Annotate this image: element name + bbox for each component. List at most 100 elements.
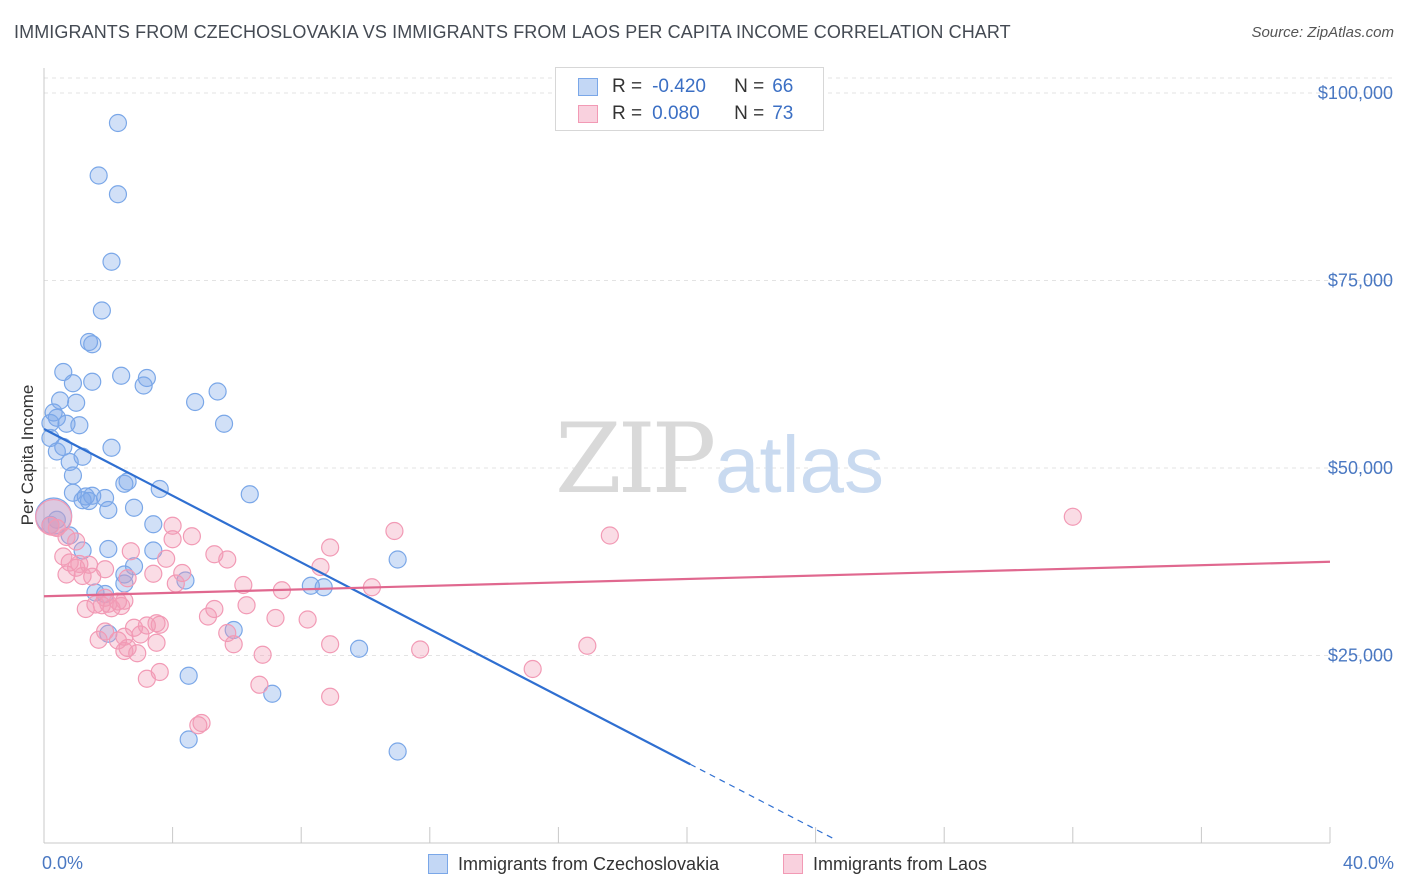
point-laos: [163, 530, 182, 549]
point-laos: [321, 687, 340, 706]
point-laos: [73, 566, 92, 586]
point-czechoslovakia: [63, 374, 83, 393]
point-laos: [192, 713, 211, 733]
trend-line-czechoslovakia: [43, 428, 691, 766]
point-laos: [182, 527, 201, 546]
n-value: 73: [772, 103, 794, 124]
x-tick-label: 40.0%: [1343, 853, 1394, 873]
point-laos: [237, 596, 256, 615]
series-czechoslovakia-points: [35, 113, 407, 761]
legend-label: Immigrants from Czechoslovakia: [458, 853, 720, 874]
legend-swatch-laos: [578, 105, 598, 123]
axes: [43, 68, 1331, 844]
point-czechoslovakia: [240, 485, 259, 504]
legend-swatch-czechoslovakia: [578, 78, 598, 96]
point-laos: [57, 527, 76, 547]
point-czechoslovakia: [349, 639, 369, 658]
point-laos: [131, 625, 150, 644]
point-czechoslovakia: [83, 335, 102, 354]
point-laos: [600, 526, 619, 545]
point-czechoslovakia: [102, 438, 121, 457]
point-laos: [67, 532, 86, 551]
point-czechoslovakia: [144, 515, 163, 534]
point-laos: [76, 599, 95, 619]
r-value: 0.080: [652, 103, 700, 124]
point-czechoslovakia: [124, 498, 144, 517]
point-laos: [83, 567, 102, 586]
n-value: 66: [772, 76, 794, 97]
stats-legend: R = -0.420 N = 66 R = 0.080 N = 73: [555, 67, 824, 131]
point-czechoslovakia: [44, 403, 63, 422]
point-laos: [128, 644, 147, 663]
point-laos: [189, 716, 208, 735]
point-laos: [150, 615, 169, 634]
point-czechoslovakia: [79, 491, 99, 511]
point-laos: [89, 630, 108, 649]
point-czechoslovakia: [79, 332, 99, 352]
point-laos: [1063, 507, 1082, 526]
point-laos: [121, 542, 140, 561]
point-czechoslovakia: [115, 474, 134, 493]
trend-line-czechoslovakia-extension: [689, 763, 836, 840]
point-czechoslovakia: [99, 539, 118, 559]
x-tick-label: 0.0%: [42, 853, 83, 873]
y-tick-label: $100,000: [1318, 83, 1393, 103]
y-tick-label: $25,000: [1328, 646, 1393, 666]
point-czechoslovakia: [186, 392, 205, 412]
point-czechoslovakia: [388, 550, 407, 569]
source-label: Source: ZipAtlas.com: [1251, 24, 1394, 41]
point-czechoslovakia: [63, 466, 83, 485]
point-czechoslovakia: [89, 166, 108, 185]
point-laos: [205, 599, 224, 619]
point-czechoslovakia: [83, 372, 102, 391]
stats-row-laos: R = 0.080 N = 73: [578, 102, 793, 126]
tick-labels: $25,000 $50,000 $75,000 $100,000 0.0% 40.0%: [42, 83, 1394, 873]
point-czechoslovakia: [60, 452, 79, 472]
watermark-zip: ZIP: [555, 403, 714, 515]
point-laos: [137, 669, 156, 688]
point-czechoslovakia: [102, 252, 121, 271]
point-laos: [218, 550, 237, 569]
point-czechoslovakia: [314, 578, 333, 597]
point-laos: [321, 538, 340, 557]
point-czechoslovakia: [179, 666, 198, 685]
watermark-atlas: atlas: [715, 420, 884, 509]
point-laos: [108, 631, 128, 650]
point-laos: [224, 635, 243, 654]
point-laos: [266, 608, 285, 628]
point-laos: [385, 521, 404, 541]
point-czechoslovakia: [208, 382, 227, 401]
point-czechoslovakia: [108, 185, 128, 204]
point-czechoslovakia: [108, 113, 128, 133]
r-label: R =: [612, 103, 643, 124]
point-laos: [298, 610, 317, 629]
trend-line-laos: [43, 560, 1331, 598]
point-laos: [147, 633, 166, 652]
point-laos: [234, 575, 253, 595]
point-laos: [253, 645, 272, 664]
point-laos: [57, 565, 76, 584]
chart-title: IMMIGRANTS FROM CZECHOSLOVAKIA VS IMMIGR…: [14, 22, 1011, 42]
stats-row-czechoslovakia: R = -0.420 N = 66: [578, 75, 793, 99]
legend-swatch-czechoslovakia: [428, 854, 448, 874]
point-laos: [411, 640, 430, 659]
point-laos: [163, 516, 182, 535]
series-laos-points: [35, 498, 1082, 735]
point-laos: [218, 623, 237, 643]
point-laos: [157, 549, 176, 568]
point-czechoslovakia: [70, 416, 89, 435]
trend-lines: [43, 428, 1331, 840]
point-laos: [102, 599, 121, 618]
n-label: N =: [734, 76, 765, 97]
legend-item-laos: Immigrants from Laos: [783, 852, 987, 876]
point-laos: [250, 675, 269, 694]
point-czechoslovakia: [99, 500, 118, 520]
point-laos: [198, 607, 218, 626]
point-laos: [578, 636, 597, 655]
point-laos: [118, 569, 137, 588]
point-laos: [321, 635, 340, 654]
point-czechoslovakia: [92, 301, 111, 320]
point-laos: [523, 659, 542, 679]
watermark: ZIP atlas: [555, 403, 884, 515]
